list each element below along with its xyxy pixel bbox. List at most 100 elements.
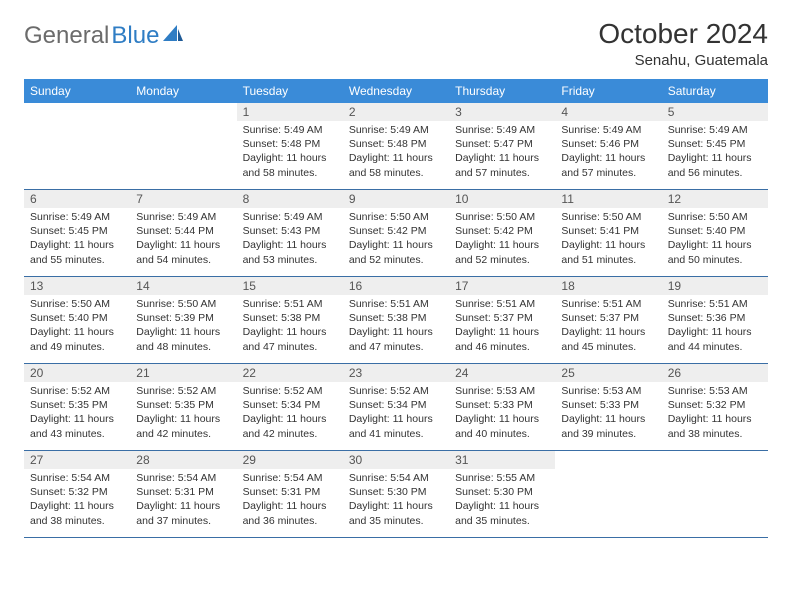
daylight-text-2: and 49 minutes. xyxy=(30,340,124,354)
day-content: Sunrise: 5:53 AMSunset: 5:33 PMDaylight:… xyxy=(449,382,555,445)
daylight-text-2: and 51 minutes. xyxy=(561,253,655,267)
sunset-text: Sunset: 5:30 PM xyxy=(349,485,443,499)
sunrise-text: Sunrise: 5:54 AM xyxy=(243,471,337,485)
calendar-day-cell: 9Sunrise: 5:50 AMSunset: 5:42 PMDaylight… xyxy=(343,190,449,277)
daylight-text-1: Daylight: 11 hours xyxy=(243,499,337,513)
sunset-text: Sunset: 5:37 PM xyxy=(561,311,655,325)
sunrise-text: Sunrise: 5:53 AM xyxy=(455,384,549,398)
calendar-day-cell: 26Sunrise: 5:53 AMSunset: 5:32 PMDayligh… xyxy=(662,364,768,451)
daylight-text-1: Daylight: 11 hours xyxy=(455,325,549,339)
daylight-text-2: and 38 minutes. xyxy=(30,514,124,528)
daylight-text-1: Daylight: 11 hours xyxy=(30,238,124,252)
daylight-text-1: Daylight: 11 hours xyxy=(30,499,124,513)
calendar-day-cell: 5Sunrise: 5:49 AMSunset: 5:45 PMDaylight… xyxy=(662,103,768,190)
calendar-day-cell: 14Sunrise: 5:50 AMSunset: 5:39 PMDayligh… xyxy=(130,277,236,364)
daylight-text-1: Daylight: 11 hours xyxy=(668,412,762,426)
daylight-text-2: and 41 minutes. xyxy=(349,427,443,441)
weekday-header: Wednesday xyxy=(343,79,449,103)
sunrise-text: Sunrise: 5:52 AM xyxy=(349,384,443,398)
day-number: 1 xyxy=(237,103,343,121)
location: Senahu, Guatemala xyxy=(598,52,768,69)
daylight-text-2: and 52 minutes. xyxy=(455,253,549,267)
sunset-text: Sunset: 5:40 PM xyxy=(668,224,762,238)
daylight-text-1: Daylight: 11 hours xyxy=(561,151,655,165)
calendar-day-cell: 28Sunrise: 5:54 AMSunset: 5:31 PMDayligh… xyxy=(130,451,236,538)
daylight-text-2: and 42 minutes. xyxy=(243,427,337,441)
daylight-text-2: and 50 minutes. xyxy=(668,253,762,267)
day-number: 15 xyxy=(237,277,343,295)
calendar-day-cell: 3Sunrise: 5:49 AMSunset: 5:47 PMDaylight… xyxy=(449,103,555,190)
daylight-text-1: Daylight: 11 hours xyxy=(136,325,230,339)
day-number: 24 xyxy=(449,364,555,382)
sunrise-text: Sunrise: 5:52 AM xyxy=(30,384,124,398)
daylight-text-2: and 52 minutes. xyxy=(349,253,443,267)
weekday-header: Monday xyxy=(130,79,236,103)
sunset-text: Sunset: 5:42 PM xyxy=(349,224,443,238)
daylight-text-1: Daylight: 11 hours xyxy=(668,238,762,252)
day-number: 12 xyxy=(662,190,768,208)
weekday-header: Tuesday xyxy=(237,79,343,103)
daylight-text-2: and 57 minutes. xyxy=(561,166,655,180)
day-content: Sunrise: 5:50 AMSunset: 5:39 PMDaylight:… xyxy=(130,295,236,358)
calendar-day-cell: 1Sunrise: 5:49 AMSunset: 5:48 PMDaylight… xyxy=(237,103,343,190)
sunrise-text: Sunrise: 5:53 AM xyxy=(561,384,655,398)
day-content: Sunrise: 5:52 AMSunset: 5:35 PMDaylight:… xyxy=(24,382,130,445)
sunrise-text: Sunrise: 5:50 AM xyxy=(349,210,443,224)
day-content: Sunrise: 5:49 AMSunset: 5:46 PMDaylight:… xyxy=(555,121,661,184)
day-number: 2 xyxy=(343,103,449,121)
sunrise-text: Sunrise: 5:49 AM xyxy=(455,123,549,137)
weekday-header: Friday xyxy=(555,79,661,103)
day-content: Sunrise: 5:50 AMSunset: 5:42 PMDaylight:… xyxy=(343,208,449,271)
day-content: Sunrise: 5:51 AMSunset: 5:38 PMDaylight:… xyxy=(343,295,449,358)
daylight-text-1: Daylight: 11 hours xyxy=(243,151,337,165)
sunrise-text: Sunrise: 5:52 AM xyxy=(136,384,230,398)
daylight-text-2: and 39 minutes. xyxy=(561,427,655,441)
daylight-text-1: Daylight: 11 hours xyxy=(349,151,443,165)
calendar-day-cell: 10Sunrise: 5:50 AMSunset: 5:42 PMDayligh… xyxy=(449,190,555,277)
day-number: 31 xyxy=(449,451,555,469)
day-number: 3 xyxy=(449,103,555,121)
sunset-text: Sunset: 5:35 PM xyxy=(136,398,230,412)
day-number: 20 xyxy=(24,364,130,382)
sunset-text: Sunset: 5:47 PM xyxy=(455,137,549,151)
sunset-text: Sunset: 5:32 PM xyxy=(30,485,124,499)
day-content: Sunrise: 5:49 AMSunset: 5:47 PMDaylight:… xyxy=(449,121,555,184)
day-number: 6 xyxy=(24,190,130,208)
sunset-text: Sunset: 5:34 PM xyxy=(349,398,443,412)
sunrise-text: Sunrise: 5:53 AM xyxy=(668,384,762,398)
daylight-text-2: and 56 minutes. xyxy=(668,166,762,180)
day-number: 19 xyxy=(662,277,768,295)
calendar-day-cell: 30Sunrise: 5:54 AMSunset: 5:30 PMDayligh… xyxy=(343,451,449,538)
day-content: Sunrise: 5:53 AMSunset: 5:33 PMDaylight:… xyxy=(555,382,661,445)
daylight-text-1: Daylight: 11 hours xyxy=(349,325,443,339)
day-content: Sunrise: 5:52 AMSunset: 5:35 PMDaylight:… xyxy=(130,382,236,445)
sunrise-text: Sunrise: 5:54 AM xyxy=(136,471,230,485)
calendar-day-cell: 25Sunrise: 5:53 AMSunset: 5:33 PMDayligh… xyxy=(555,364,661,451)
calendar-day-cell: 11Sunrise: 5:50 AMSunset: 5:41 PMDayligh… xyxy=(555,190,661,277)
sunrise-text: Sunrise: 5:51 AM xyxy=(561,297,655,311)
day-content: Sunrise: 5:49 AMSunset: 5:48 PMDaylight:… xyxy=(237,121,343,184)
day-content: Sunrise: 5:51 AMSunset: 5:37 PMDaylight:… xyxy=(555,295,661,358)
day-content: Sunrise: 5:50 AMSunset: 5:40 PMDaylight:… xyxy=(662,208,768,271)
daylight-text-2: and 45 minutes. xyxy=(561,340,655,354)
sunset-text: Sunset: 5:46 PM xyxy=(561,137,655,151)
day-number: 18 xyxy=(555,277,661,295)
daylight-text-1: Daylight: 11 hours xyxy=(668,325,762,339)
daylight-text-1: Daylight: 11 hours xyxy=(668,151,762,165)
calendar-day-cell xyxy=(130,103,236,190)
daylight-text-1: Daylight: 11 hours xyxy=(455,412,549,426)
day-content: Sunrise: 5:50 AMSunset: 5:40 PMDaylight:… xyxy=(24,295,130,358)
day-number: 9 xyxy=(343,190,449,208)
daylight-text-2: and 37 minutes. xyxy=(136,514,230,528)
sunset-text: Sunset: 5:45 PM xyxy=(30,224,124,238)
sunrise-text: Sunrise: 5:50 AM xyxy=(455,210,549,224)
day-number: 13 xyxy=(24,277,130,295)
daylight-text-2: and 55 minutes. xyxy=(30,253,124,267)
daylight-text-1: Daylight: 11 hours xyxy=(455,238,549,252)
sunrise-text: Sunrise: 5:51 AM xyxy=(243,297,337,311)
sunrise-text: Sunrise: 5:50 AM xyxy=(668,210,762,224)
daylight-text-1: Daylight: 11 hours xyxy=(455,499,549,513)
day-number: 17 xyxy=(449,277,555,295)
daylight-text-2: and 54 minutes. xyxy=(136,253,230,267)
daylight-text-1: Daylight: 11 hours xyxy=(136,238,230,252)
